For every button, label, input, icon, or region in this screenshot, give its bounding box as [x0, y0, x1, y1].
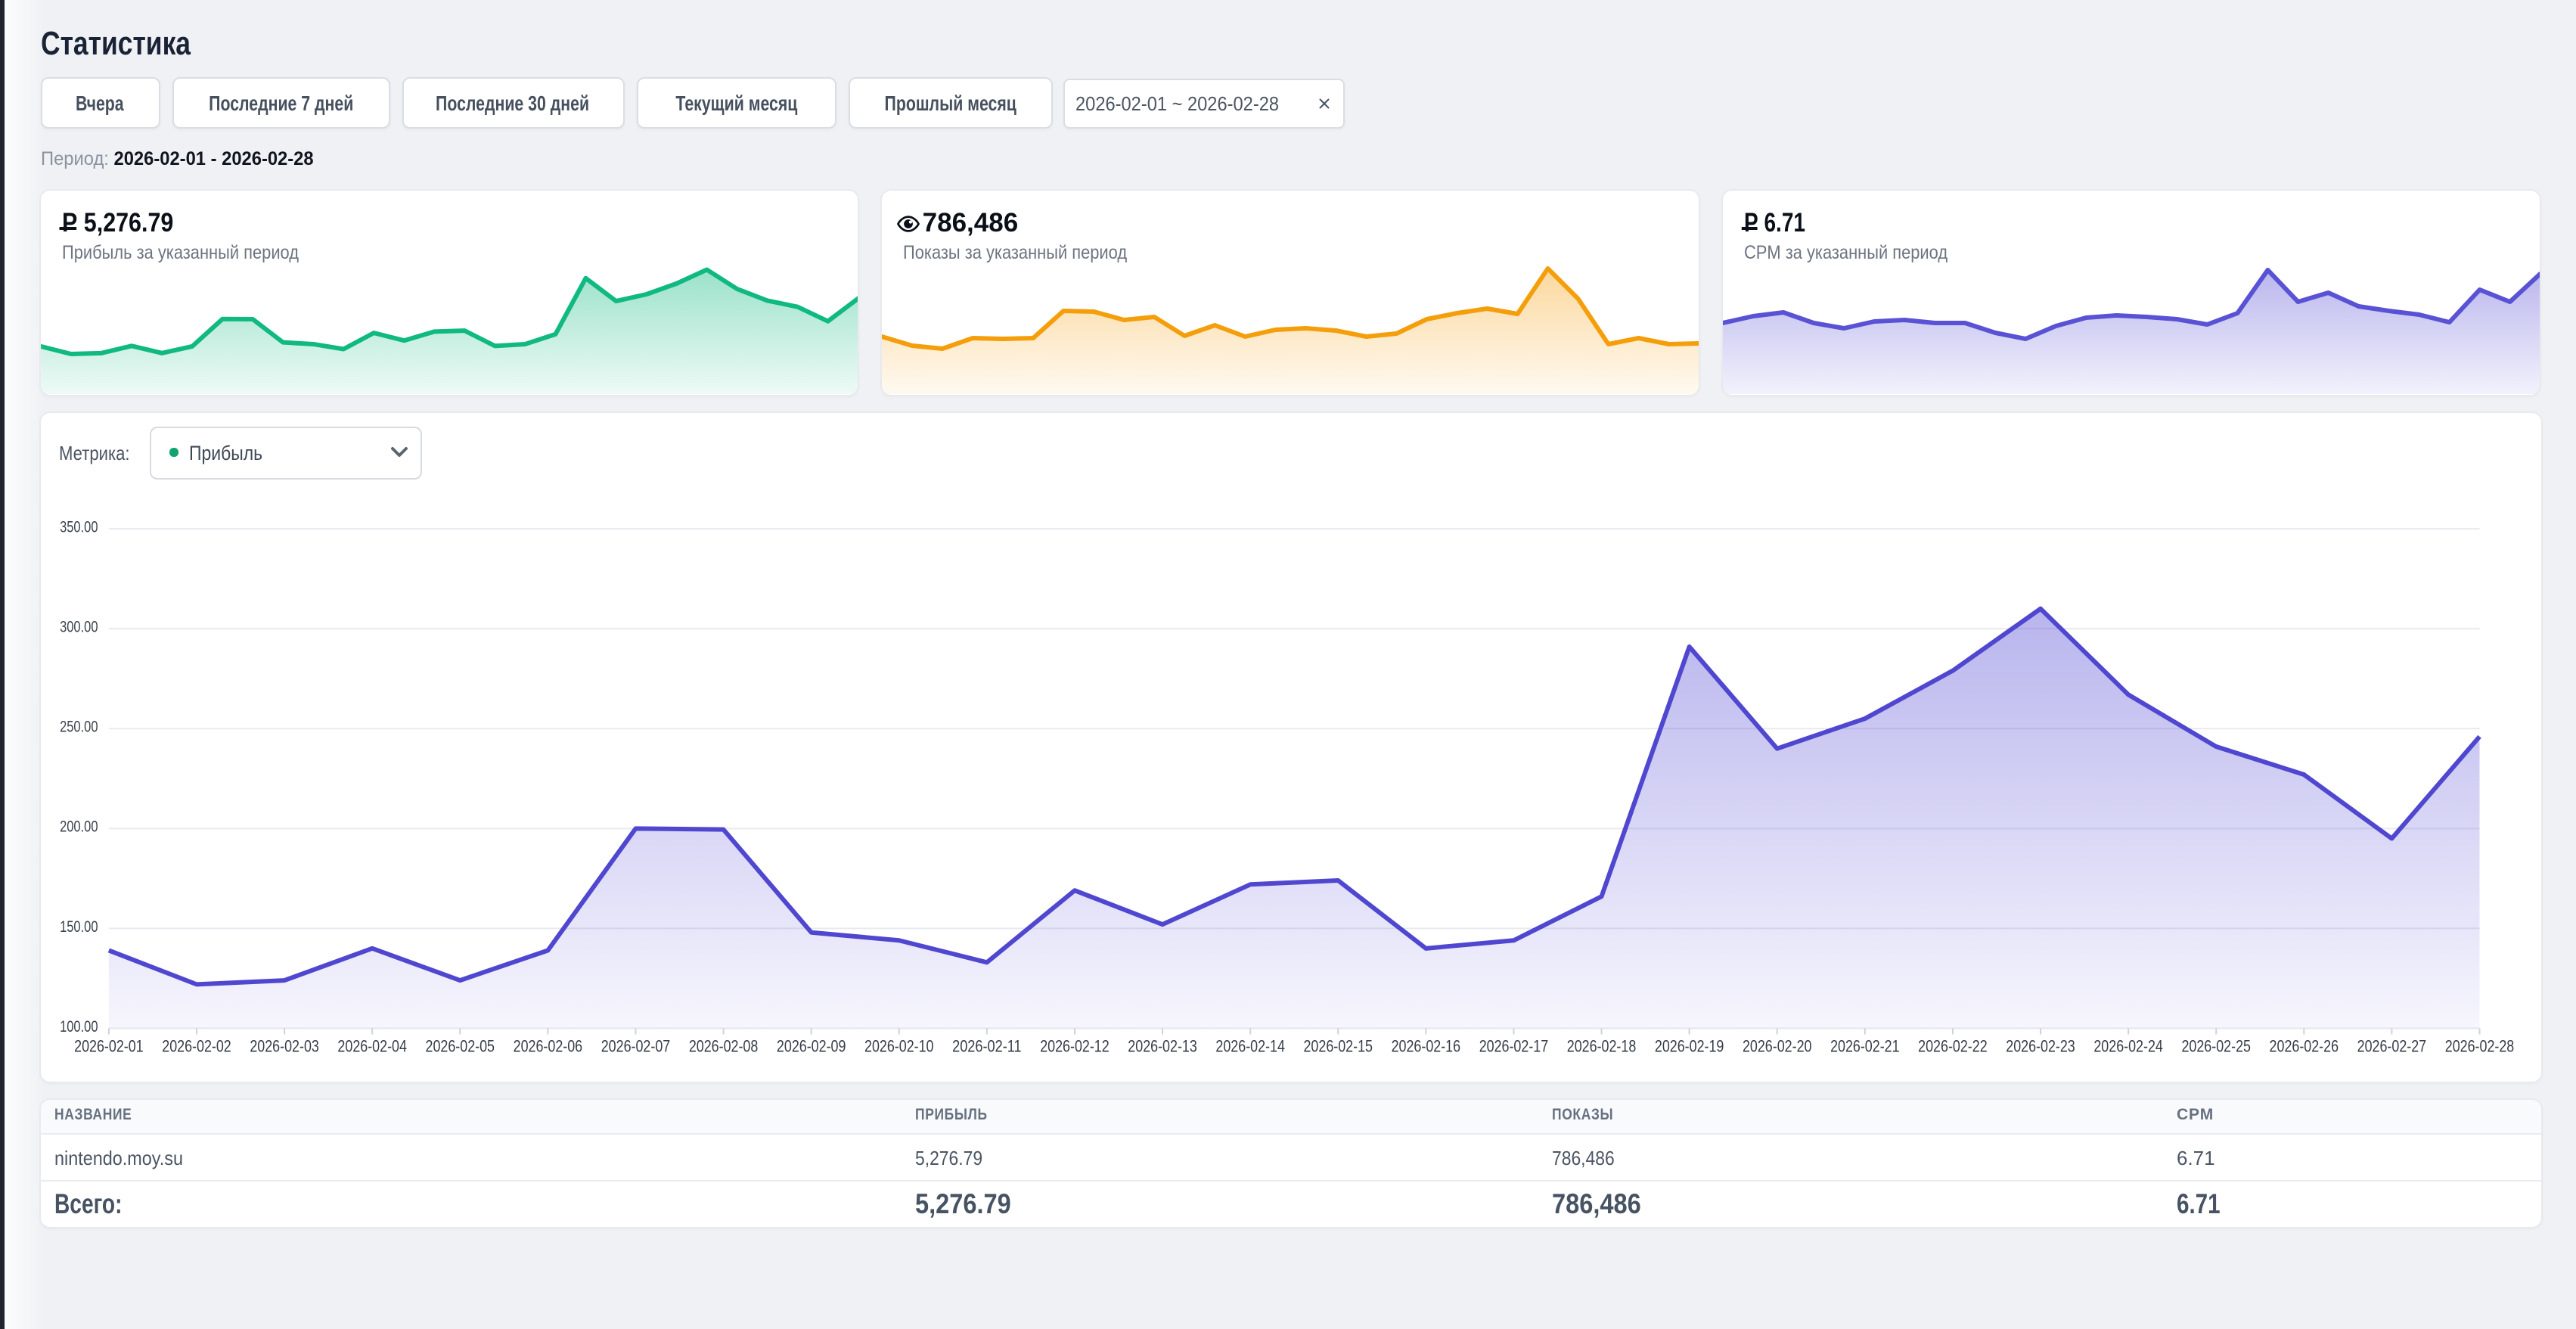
svg-text:2026-02-23: 2026-02-23 [2005, 1036, 2075, 1055]
svg-text:2026-02-20: 2026-02-20 [1742, 1036, 1811, 1055]
svg-text:2026-02-15: 2026-02-15 [1302, 1036, 1372, 1055]
svg-text:2026-02-25: 2026-02-25 [2180, 1036, 2250, 1055]
svg-text:2026-02-16: 2026-02-16 [1391, 1036, 1460, 1055]
svg-text:250.00: 250.00 [59, 718, 97, 735]
svg-text:2026-02-13: 2026-02-13 [1127, 1036, 1196, 1055]
svg-text:2026-02-12: 2026-02-12 [1039, 1036, 1109, 1055]
svg-text:300.00: 300.00 [59, 618, 97, 635]
svg-text:2026-02-01: 2026-02-01 [73, 1036, 143, 1055]
svg-text:100.00: 100.00 [59, 1017, 97, 1035]
svg-text:2026-02-26: 2026-02-26 [2269, 1036, 2339, 1055]
svg-text:2026-02-03: 2026-02-03 [249, 1036, 318, 1055]
svg-text:2026-02-27: 2026-02-27 [2357, 1036, 2426, 1055]
svg-text:2026-02-17: 2026-02-17 [1479, 1036, 1548, 1055]
svg-text:150.00: 150.00 [59, 918, 97, 935]
svg-text:2026-02-28: 2026-02-28 [2444, 1036, 2514, 1055]
svg-text:2026-02-09: 2026-02-09 [776, 1036, 846, 1055]
svg-text:2026-02-18: 2026-02-18 [1566, 1036, 1636, 1055]
svg-text:2026-02-19: 2026-02-19 [1654, 1036, 1724, 1055]
svg-text:350.00: 350.00 [59, 518, 97, 536]
svg-text:2026-02-05: 2026-02-05 [425, 1036, 495, 1055]
svg-text:2026-02-22: 2026-02-22 [1917, 1036, 1987, 1055]
svg-text:2026-02-06: 2026-02-06 [513, 1036, 582, 1055]
svg-text:2026-02-14: 2026-02-14 [1215, 1036, 1284, 1055]
svg-text:2026-02-24: 2026-02-24 [2093, 1036, 2162, 1055]
svg-text:2026-02-10: 2026-02-10 [864, 1036, 933, 1055]
svg-text:2026-02-21: 2026-02-21 [1830, 1036, 1899, 1055]
svg-text:2026-02-08: 2026-02-08 [688, 1036, 758, 1055]
svg-text:2026-02-11: 2026-02-11 [951, 1036, 1021, 1055]
svg-text:2026-02-04: 2026-02-04 [337, 1036, 406, 1055]
svg-text:2026-02-07: 2026-02-07 [601, 1036, 670, 1055]
svg-text:200.00: 200.00 [59, 818, 97, 835]
svg-text:2026-02-02: 2026-02-02 [161, 1036, 231, 1055]
